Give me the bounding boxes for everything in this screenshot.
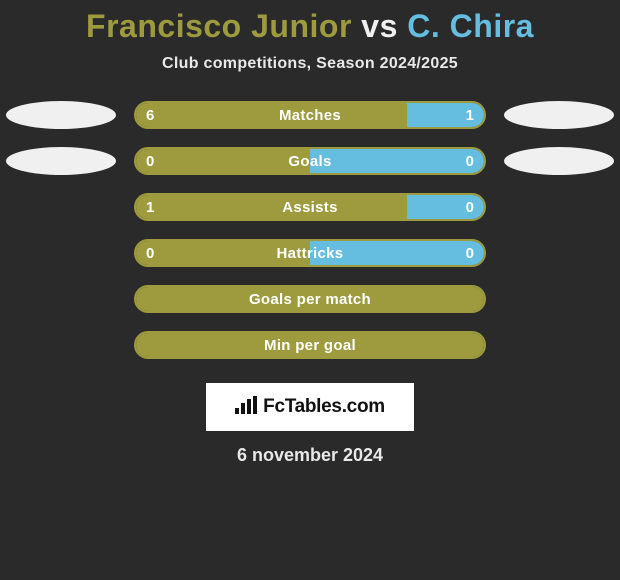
stat-bar-left: 0 <box>136 241 310 265</box>
date-text: 6 november 2024 <box>237 445 383 466</box>
logo-text: FcTables.com <box>263 396 385 418</box>
stat-row: Min per goal <box>6 331 614 359</box>
stat-bar-right: 1 <box>407 103 484 127</box>
logo-box: FcTables.com <box>206 383 414 431</box>
stat-row: Goals per match <box>6 285 614 313</box>
comparison-title: Francisco Junior vs C. Chira <box>86 8 534 45</box>
stat-bar-left: 0 <box>136 149 310 173</box>
stat-bar: 10Assists <box>134 193 486 221</box>
stat-bar-left: 6 <box>136 103 407 127</box>
vs-text: vs <box>361 8 398 44</box>
stats-rows: 61Matches 00Goals 10Assists 00Hattricks Goal… <box>6 101 614 377</box>
stat-bar-left: 1 <box>136 195 407 219</box>
stat-bar: 61Matches <box>134 101 486 129</box>
subtitle: Club competitions, Season 2024/2025 <box>162 55 458 73</box>
stat-row: 61Matches <box>6 101 614 129</box>
stat-bar-left <box>136 287 484 311</box>
stat-bar: 00Hattricks <box>134 239 486 267</box>
player1-ellipse <box>6 147 116 175</box>
player2-name: C. Chira <box>407 8 534 44</box>
stat-row: 00Hattricks <box>6 239 614 267</box>
stat-bar: Goals per match <box>134 285 486 313</box>
stat-bar: Min per goal <box>134 331 486 359</box>
stat-bar-right: 0 <box>407 195 484 219</box>
player1-name: Francisco Junior <box>86 8 352 44</box>
stat-bar: 00Goals <box>134 147 486 175</box>
player2-ellipse <box>504 147 614 175</box>
stat-bar-right: 0 <box>310 241 484 265</box>
stat-row: 10Assists <box>6 193 614 221</box>
stat-bar-left <box>136 333 484 357</box>
player2-ellipse <box>504 101 614 129</box>
stat-row: 00Goals <box>6 147 614 175</box>
stat-bar-right: 0 <box>310 149 484 173</box>
logo-icon <box>235 396 257 419</box>
player1-ellipse <box>6 101 116 129</box>
